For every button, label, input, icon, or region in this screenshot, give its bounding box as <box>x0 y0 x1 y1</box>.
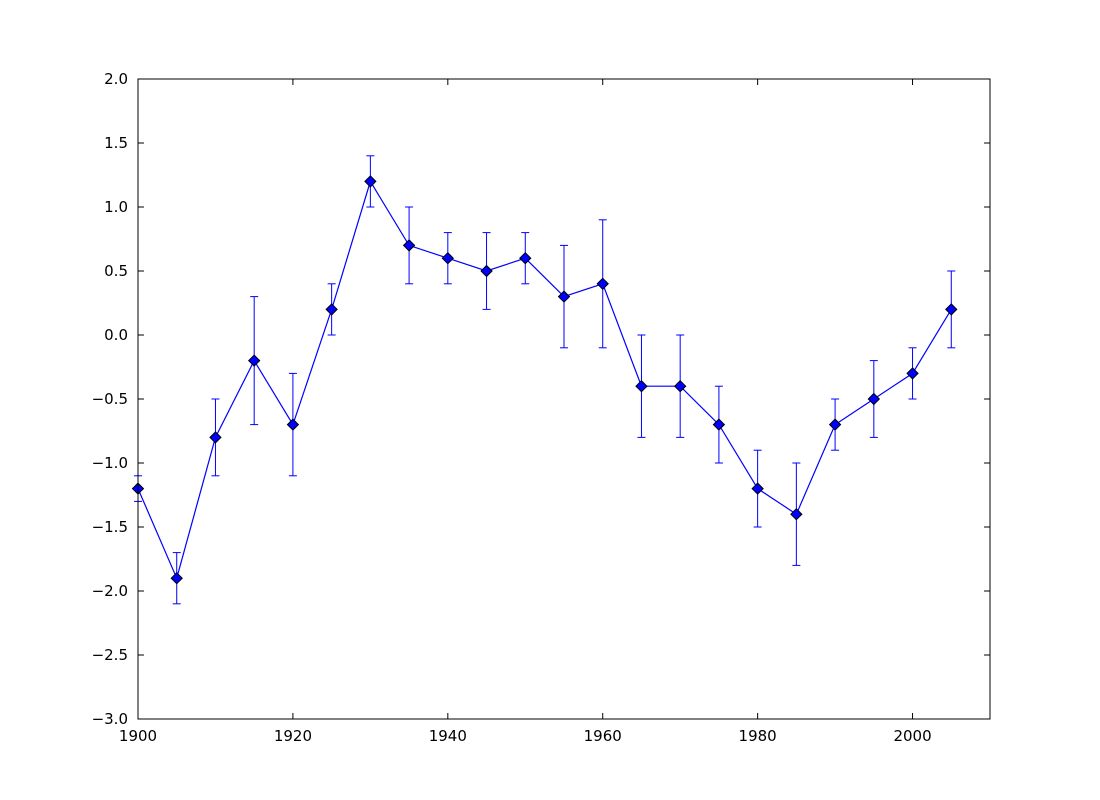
y-tick-label: −0.5 <box>92 390 128 408</box>
data-point-marker <box>247 354 261 367</box>
y-tick-label: −2.0 <box>92 582 128 600</box>
data-point-marker <box>751 482 764 495</box>
y-tick-label: −3.0 <box>92 710 128 728</box>
x-tick-label: 2000 <box>893 727 931 745</box>
x-tick-label: 1960 <box>584 727 622 745</box>
data-point-marker <box>712 418 726 431</box>
data-point-marker <box>480 264 493 278</box>
data-point-marker <box>364 175 377 188</box>
data-point-marker <box>828 418 842 431</box>
y-tick-label: 0.5 <box>104 262 128 280</box>
ticks-layer: 1900 1920 1940 1960 1980 2000 2.0 1.5 1.0 0.5 0.0 −… <box>92 70 990 745</box>
data-point-marker <box>867 392 881 406</box>
series-line <box>137 179 952 581</box>
data-point-marker <box>441 251 455 265</box>
data-point-marker <box>209 431 222 444</box>
data-point-marker <box>906 367 919 380</box>
x-tick-label: 1980 <box>739 727 777 745</box>
x-tick-label: 1900 <box>119 727 157 745</box>
x-tick-label: 1940 <box>429 727 467 745</box>
data-point-marker <box>557 290 571 303</box>
data-point-marker <box>286 418 300 431</box>
data-point-marker <box>170 571 183 585</box>
y-tick-label: 0.0 <box>104 326 128 344</box>
series-layer <box>131 155 958 605</box>
data-point-marker <box>519 251 532 265</box>
data-point-marker <box>596 277 609 291</box>
x-tick-label: 1920 <box>274 727 312 745</box>
y-tick-label: −1.5 <box>92 518 128 536</box>
data-point-marker <box>673 379 687 393</box>
data-point-marker <box>635 379 648 393</box>
y-tick-label: −1.0 <box>92 454 128 472</box>
plot-area-frame <box>137 78 991 720</box>
data-point-marker <box>945 303 958 316</box>
y-tick-label: −2.5 <box>92 646 128 664</box>
data-point-marker <box>790 507 803 521</box>
y-tick-label: 1.5 <box>104 134 128 152</box>
data-point-marker <box>325 303 338 316</box>
data-point-marker <box>402 239 416 252</box>
y-tick-label: 1.0 <box>104 198 128 216</box>
y-tick-label: 2.0 <box>104 70 128 88</box>
